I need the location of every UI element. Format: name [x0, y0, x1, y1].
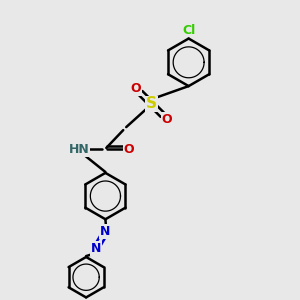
Text: HN: HN [69, 143, 90, 156]
Text: O: O [131, 82, 141, 95]
Text: N: N [91, 242, 101, 255]
Text: O: O [123, 143, 134, 156]
Text: O: O [162, 113, 172, 126]
Text: S: S [146, 96, 157, 111]
Text: Cl: Cl [182, 24, 195, 37]
Text: N: N [100, 225, 111, 238]
